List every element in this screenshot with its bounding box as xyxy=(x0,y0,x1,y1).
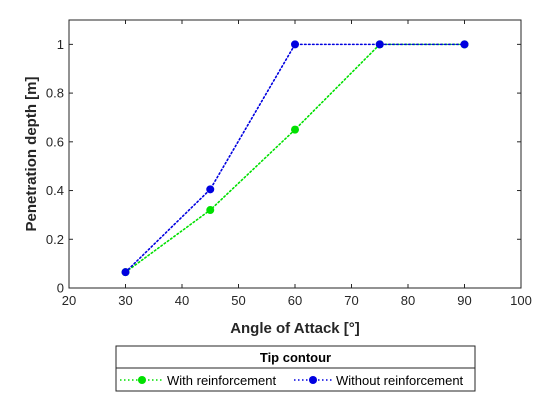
x-tick-label: 70 xyxy=(344,293,358,308)
legend-label-without-reinforcement: Without reinforcement xyxy=(336,373,464,388)
legend-title: Tip contour xyxy=(260,350,331,365)
data-point-without-reinforcement xyxy=(206,185,215,194)
data-point-without-reinforcement xyxy=(291,40,299,49)
series-layer xyxy=(121,40,469,277)
y-axis-label: Penetration depth [m] xyxy=(23,76,40,231)
x-tick-label: 50 xyxy=(231,293,245,308)
legend-marker-with-reinforcement xyxy=(138,376,146,384)
x-tick-label: 90 xyxy=(457,293,471,308)
x-tick-label: 100 xyxy=(510,293,532,308)
x-tick-label: 80 xyxy=(401,293,415,308)
plot-area xyxy=(68,19,522,289)
legend: Tip contour With reinforcement Without r… xyxy=(115,345,476,392)
x-tick-label: 40 xyxy=(175,293,189,308)
x-tick-label: 20 xyxy=(62,293,76,308)
data-point-without-reinforcement xyxy=(375,40,384,49)
y-tick-label: 0.6 xyxy=(46,134,64,149)
y-tick-label: 0 xyxy=(57,281,64,296)
y-tick-label: 1 xyxy=(57,37,64,52)
legend-marker-without-reinforcement xyxy=(309,376,317,384)
series-line-without-reinforcement xyxy=(124,43,466,273)
x-axis-label: Angle of Attack [°] xyxy=(230,320,360,337)
y-tick-label: 0.2 xyxy=(46,232,64,247)
x-tick-label: 30 xyxy=(118,293,132,308)
y-tick-label: 0.4 xyxy=(46,183,64,198)
y-tick-label: 0.8 xyxy=(46,86,64,101)
data-point-without-reinforcement xyxy=(121,268,130,277)
data-point-with-reinforcement xyxy=(206,206,215,215)
x-tick-label: 60 xyxy=(288,293,302,308)
data-point-with-reinforcement xyxy=(291,125,299,134)
data-point-without-reinforcement xyxy=(460,40,469,49)
legend-label-with-reinforcement: With reinforcement xyxy=(167,373,276,388)
axis-ticks: 20 30 40 50 60 70 80 90 100 0 0.2 0.4 0.6 0.8 1 xyxy=(46,20,532,308)
